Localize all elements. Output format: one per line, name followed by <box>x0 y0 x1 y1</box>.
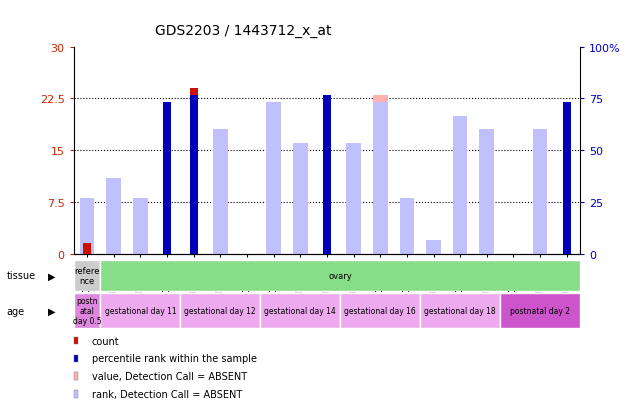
Text: gestational day 16: gestational day 16 <box>344 306 416 315</box>
Bar <box>373 102 388 254</box>
Text: refere
nce: refere nce <box>74 266 100 285</box>
Bar <box>133 199 147 254</box>
Text: gestational day 11: gestational day 11 <box>104 306 176 315</box>
Bar <box>426 240 441 254</box>
Text: gestational day 14: gestational day 14 <box>264 306 336 315</box>
Bar <box>453 130 467 254</box>
Bar <box>79 230 94 254</box>
Text: gestational day 12: gestational day 12 <box>185 306 256 315</box>
Bar <box>323 96 331 254</box>
Bar <box>479 130 494 254</box>
Bar <box>533 144 547 254</box>
Bar <box>340 293 420 328</box>
Bar <box>74 293 101 328</box>
Text: ▶: ▶ <box>48 306 56 316</box>
Text: count: count <box>92 336 119 346</box>
Text: value, Detection Call = ABSENT: value, Detection Call = ABSENT <box>92 371 247 381</box>
Bar <box>293 185 308 254</box>
Bar <box>399 199 414 254</box>
Bar <box>106 182 121 254</box>
Text: postn
atal
day 0.5: postn atal day 0.5 <box>72 296 101 325</box>
Bar <box>500 293 580 328</box>
Text: ▶: ▶ <box>48 271 56 281</box>
Bar <box>180 293 260 328</box>
Bar <box>83 244 91 254</box>
Text: ovary: ovary <box>328 271 352 280</box>
Text: postnatal day 2: postnatal day 2 <box>510 306 570 315</box>
Text: age: age <box>6 306 24 316</box>
Bar <box>399 233 414 254</box>
Bar <box>479 158 494 254</box>
Bar <box>106 178 121 254</box>
Bar <box>373 96 388 254</box>
Bar <box>163 151 171 254</box>
Bar <box>563 102 570 254</box>
Bar <box>420 293 500 328</box>
Bar <box>190 96 197 254</box>
Bar <box>101 293 180 328</box>
Text: GDS2203 / 1443712_x_at: GDS2203 / 1443712_x_at <box>155 24 332 38</box>
Bar <box>323 96 331 254</box>
Bar <box>346 151 361 254</box>
Bar <box>133 209 147 254</box>
Text: percentile rank within the sample: percentile rank within the sample <box>92 354 256 363</box>
Bar <box>266 116 281 254</box>
Bar <box>190 89 197 254</box>
Bar <box>79 199 94 254</box>
Bar <box>533 130 547 254</box>
Bar <box>163 102 171 254</box>
Bar <box>426 247 441 254</box>
Text: rank, Detection Call = ABSENT: rank, Detection Call = ABSENT <box>92 389 242 399</box>
Bar <box>346 144 361 254</box>
Bar <box>563 123 570 254</box>
Bar <box>266 102 281 254</box>
Bar <box>293 144 308 254</box>
Bar <box>213 158 228 254</box>
Bar <box>74 260 101 291</box>
Bar <box>453 116 467 254</box>
Text: gestational day 18: gestational day 18 <box>424 306 496 315</box>
Bar <box>260 293 340 328</box>
Bar <box>213 130 228 254</box>
Text: tissue: tissue <box>6 271 35 281</box>
